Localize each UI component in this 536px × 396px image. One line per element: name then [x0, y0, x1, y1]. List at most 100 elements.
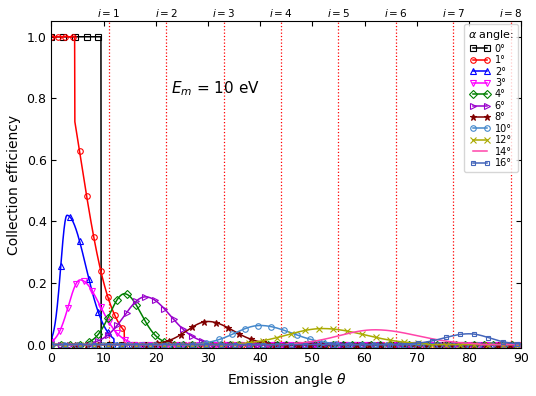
3° — [277, 342, 284, 347]
16° — [518, 342, 524, 346]
16° — [418, 341, 425, 345]
4° — [264, 342, 271, 347]
14° — [504, 342, 511, 347]
14° — [264, 342, 271, 347]
1° — [518, 342, 524, 347]
3° — [265, 342, 271, 347]
16° — [72, 342, 79, 347]
0° — [277, 342, 283, 347]
6° — [264, 342, 271, 347]
6° — [48, 342, 55, 347]
Text: $i=4$: $i=4$ — [269, 7, 293, 19]
Text: $i=1$: $i=1$ — [97, 7, 121, 19]
8° — [504, 342, 511, 347]
Line: 12°: 12° — [48, 325, 525, 348]
2° — [265, 342, 271, 347]
Line: 16°: 16° — [49, 332, 523, 346]
10° — [518, 342, 524, 347]
0° — [72, 34, 79, 39]
10° — [418, 342, 425, 347]
0° — [48, 34, 55, 39]
6° — [72, 342, 79, 347]
1° — [121, 342, 128, 347]
14° — [277, 342, 283, 347]
Line: 8°: 8° — [48, 318, 525, 348]
2° — [504, 342, 511, 347]
16° — [48, 342, 55, 347]
0° — [504, 342, 511, 347]
10° — [504, 342, 511, 347]
Line: 2°: 2° — [49, 213, 524, 347]
Text: $i=8$: $i=8$ — [499, 7, 523, 19]
4° — [518, 342, 524, 347]
10° — [504, 342, 511, 347]
6° — [518, 342, 524, 347]
4° — [121, 291, 128, 296]
8° — [264, 341, 271, 346]
2° — [111, 342, 117, 347]
6° — [504, 342, 511, 347]
12° — [504, 342, 511, 347]
2° — [64, 213, 70, 218]
1° — [48, 34, 55, 39]
Text: $i=3$: $i=3$ — [212, 7, 235, 19]
12° — [72, 342, 79, 347]
16° — [264, 342, 271, 347]
Line: 10°: 10° — [49, 323, 524, 347]
3° — [505, 342, 511, 347]
1° — [277, 342, 283, 347]
Line: 0°: 0° — [49, 34, 524, 347]
2° — [72, 226, 79, 230]
3° — [518, 342, 524, 347]
14° — [418, 334, 425, 339]
3° — [72, 283, 79, 287]
Line: 14°: 14° — [51, 330, 521, 345]
Line: 3°: 3° — [49, 277, 524, 347]
1° — [264, 342, 271, 347]
Text: $i=5$: $i=5$ — [327, 7, 350, 19]
10° — [48, 342, 55, 347]
3° — [77, 278, 83, 282]
12° — [48, 342, 55, 347]
Line: 1°: 1° — [49, 34, 524, 347]
10° — [72, 342, 79, 347]
10° — [264, 324, 271, 328]
2° — [277, 342, 284, 347]
3° — [419, 342, 425, 347]
6° — [277, 342, 283, 347]
4° — [277, 342, 283, 347]
12° — [264, 337, 271, 342]
12° — [277, 335, 283, 339]
2° — [505, 342, 511, 347]
Text: $i=7$: $i=7$ — [442, 7, 465, 19]
6° — [418, 342, 425, 347]
6° — [142, 295, 148, 299]
14° — [72, 342, 79, 347]
Legend: 0°, 1°, 2°, 3°, 4°, 6°, 8°, 10°, 12°, 14°, 16°: 0°, 1°, 2°, 3°, 4°, 6°, 8°, 10°, 12°, 14… — [464, 24, 518, 172]
0° — [98, 342, 105, 347]
12° — [504, 342, 511, 347]
Y-axis label: Collection efficiency: Collection efficiency — [7, 114, 21, 255]
2° — [518, 342, 524, 347]
Text: $i=6$: $i=6$ — [384, 7, 408, 19]
14° — [518, 342, 524, 347]
8° — [72, 342, 79, 347]
16° — [504, 340, 511, 345]
16° — [277, 342, 283, 347]
2° — [419, 342, 425, 347]
4° — [504, 342, 511, 347]
8° — [277, 342, 283, 347]
1° — [72, 122, 79, 127]
Text: $i=2$: $i=2$ — [154, 7, 178, 19]
Line: 6°: 6° — [49, 294, 524, 347]
12° — [518, 342, 524, 347]
6° — [504, 342, 511, 347]
1° — [504, 342, 511, 347]
2° — [48, 337, 55, 341]
10° — [277, 327, 283, 331]
3° — [126, 342, 133, 347]
0° — [504, 342, 511, 347]
4° — [48, 342, 55, 347]
16° — [504, 340, 511, 345]
4° — [72, 342, 79, 347]
